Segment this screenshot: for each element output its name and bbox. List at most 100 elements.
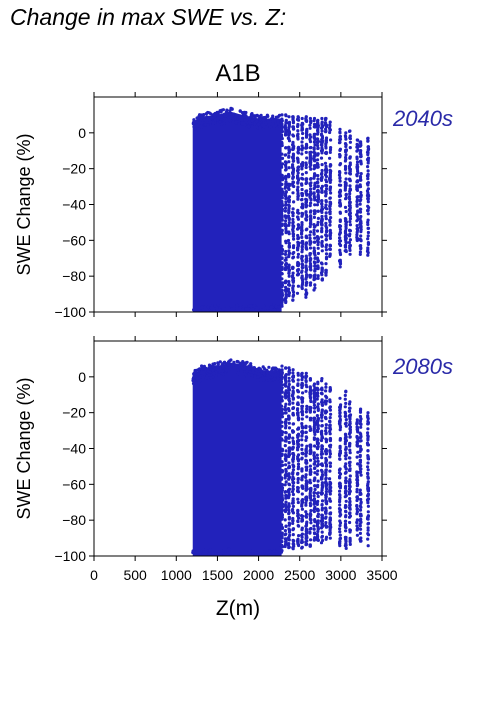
- data-point: [304, 134, 309, 138]
- data-point: [291, 171, 295, 175]
- data-point: [309, 281, 313, 285]
- data-point: [320, 483, 324, 487]
- data-point: [284, 184, 288, 188]
- data-point: [366, 181, 370, 185]
- data-point: [320, 171, 324, 175]
- data-point: [344, 226, 348, 230]
- data-point: [283, 405, 287, 409]
- data-point: [229, 304, 233, 308]
- data-point: [348, 503, 352, 507]
- y-tick-label: −80: [62, 268, 86, 284]
- data-point: [328, 492, 332, 496]
- data-point: [205, 309, 210, 312]
- data-point: [308, 133, 312, 137]
- data-point: [214, 553, 218, 556]
- data-point: [305, 444, 309, 448]
- data-point: [280, 371, 284, 375]
- data-point: [287, 466, 291, 470]
- data-point: [313, 125, 317, 129]
- data-point: [366, 248, 370, 252]
- data-point: [217, 552, 221, 556]
- data-point: [320, 148, 324, 153]
- data-point: [328, 423, 332, 427]
- data-point: [348, 161, 352, 165]
- data-point: [287, 245, 292, 249]
- data-point: [366, 151, 370, 155]
- data-point: [287, 370, 291, 374]
- data-point: [313, 256, 317, 260]
- data-point: [269, 305, 274, 309]
- data-point: [319, 462, 323, 466]
- x-tick-label: 0: [90, 567, 98, 583]
- data-point: [217, 110, 222, 114]
- data-point: [328, 408, 332, 412]
- data-point: [280, 182, 284, 186]
- data-point: [344, 447, 348, 452]
- data-point: [356, 526, 360, 530]
- data-point: [315, 423, 320, 427]
- data-point: [338, 231, 342, 235]
- data-point: [324, 273, 328, 277]
- data-point: [309, 163, 313, 167]
- data-point: [366, 475, 370, 479]
- data-point: [204, 549, 208, 553]
- scatter-points: [191, 106, 371, 312]
- data-point: [316, 456, 320, 460]
- data-point: [348, 506, 352, 510]
- data-point: [280, 460, 284, 464]
- data-point: [324, 192, 328, 196]
- data-point: [328, 188, 332, 192]
- data-point: [338, 191, 342, 195]
- data-point: [279, 380, 284, 384]
- data-point: [313, 183, 317, 187]
- data-point: [279, 447, 284, 451]
- data-point: [296, 476, 300, 481]
- data-point: [343, 186, 347, 190]
- data-point: [316, 527, 320, 531]
- data-point: [348, 184, 352, 188]
- data-point: [366, 234, 370, 238]
- data-point: [308, 531, 312, 535]
- data-point: [355, 160, 360, 164]
- data-point: [291, 422, 296, 426]
- data-point: [358, 210, 363, 214]
- data-point: [223, 360, 227, 364]
- data-point: [249, 115, 253, 119]
- data-point: [284, 262, 288, 266]
- data-point: [291, 375, 295, 379]
- data-point: [316, 494, 320, 499]
- data-point: [300, 539, 304, 543]
- data-point: [348, 406, 352, 410]
- data-point: [366, 522, 370, 526]
- data-point: [324, 476, 328, 480]
- data-point: [292, 481, 296, 485]
- data-point: [301, 204, 305, 208]
- data-point: [366, 497, 371, 501]
- data-point: [296, 513, 300, 517]
- data-point: [366, 480, 370, 484]
- data-point: [366, 454, 370, 458]
- data-point: [305, 374, 309, 378]
- data-point: [287, 132, 291, 136]
- data-point: [267, 120, 271, 124]
- data-point: [300, 443, 304, 447]
- data-point: [296, 467, 300, 471]
- data-point: [287, 421, 291, 425]
- data-point: [309, 230, 313, 234]
- data-point: [280, 411, 284, 415]
- data-point: [358, 504, 362, 508]
- data-point: [338, 500, 342, 504]
- data-point: [344, 153, 348, 157]
- data-point: [312, 436, 316, 440]
- data-point: [230, 364, 235, 368]
- data-point: [304, 177, 308, 181]
- data-point: [308, 513, 312, 517]
- data-point: [309, 498, 313, 502]
- data-point: [283, 420, 287, 424]
- data-point: [338, 521, 343, 525]
- data-point: [366, 417, 370, 421]
- panel-2080s: −100 −80 −60 −40 −20 0 SWE Change (%) 2080s: [14, 336, 453, 564]
- data-point: [283, 194, 287, 198]
- data-point: [305, 128, 309, 133]
- data-point: [366, 148, 370, 152]
